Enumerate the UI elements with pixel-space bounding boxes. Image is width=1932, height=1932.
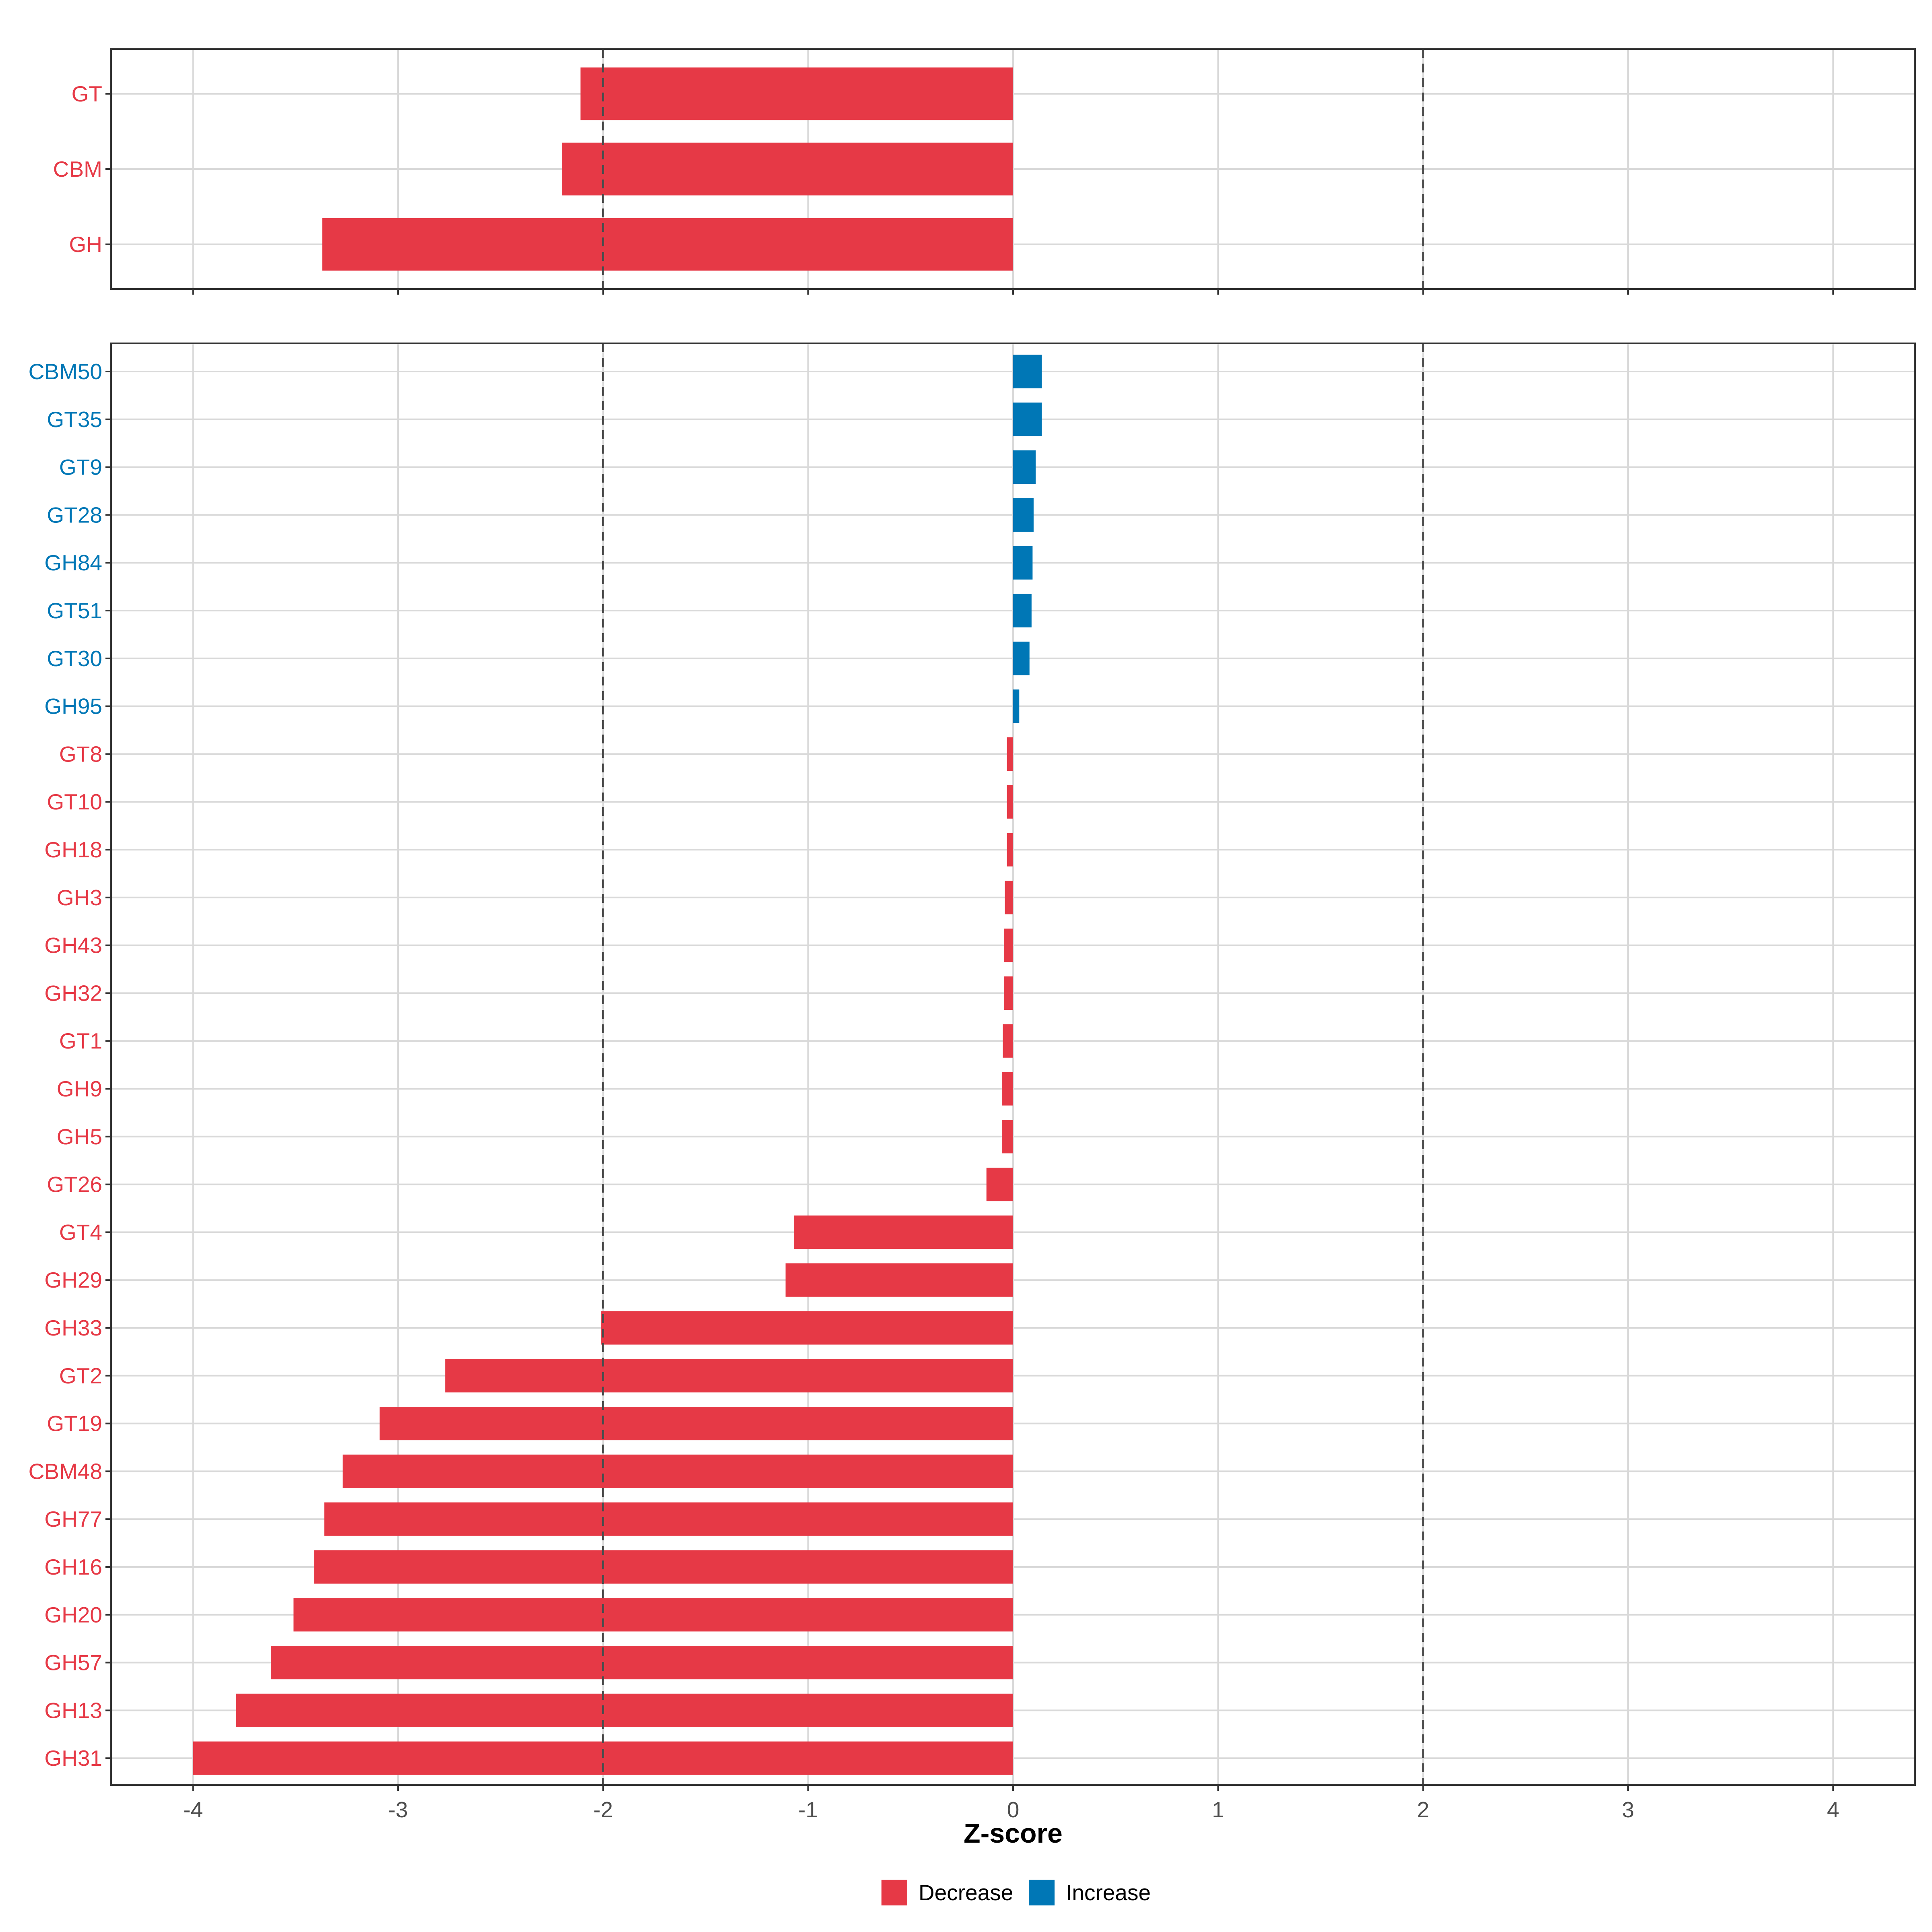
bar-gh29 xyxy=(785,1263,1013,1297)
bar-gt8 xyxy=(1007,737,1013,771)
x-tick-label: 0 xyxy=(1007,1797,1020,1822)
category-label-gt19: GT19 xyxy=(47,1411,102,1436)
legend-label-decrease: Decrease xyxy=(919,1880,1013,1905)
x-tick-label: -2 xyxy=(593,1797,613,1822)
category-label-gh33: GH33 xyxy=(44,1315,102,1340)
category-label-gt28: GT28 xyxy=(47,502,102,527)
category-label-gt26: GT26 xyxy=(47,1172,102,1197)
x-tick-label: 2 xyxy=(1417,1797,1429,1822)
category-label-gt10: GT10 xyxy=(47,789,102,814)
category-label-gh: GH xyxy=(69,232,103,257)
bar-gh57 xyxy=(271,1646,1013,1680)
category-label-gt2: GT2 xyxy=(59,1363,102,1388)
bar-cbm48 xyxy=(343,1454,1013,1488)
category-label-gh3: GH3 xyxy=(57,885,102,910)
bar-gh77 xyxy=(324,1502,1013,1536)
category-label-gh13: GH13 xyxy=(44,1698,102,1723)
bar-gh32 xyxy=(1004,976,1013,1010)
bar-gh3 xyxy=(1005,881,1013,914)
category-label-gt8: GT8 xyxy=(59,741,102,766)
category-label-gh31: GH31 xyxy=(44,1746,102,1771)
legend-label-increase: Increase xyxy=(1066,1880,1151,1905)
bar-gt9 xyxy=(1013,450,1036,484)
bar-gt28 xyxy=(1013,498,1034,532)
category-label-gh20: GH20 xyxy=(44,1602,102,1627)
bar-gh16 xyxy=(314,1550,1013,1584)
bar-gt26 xyxy=(986,1168,1013,1201)
bar-gt10 xyxy=(1007,785,1013,819)
category-label-gt51: GT51 xyxy=(47,598,102,623)
x-tick-label: 3 xyxy=(1622,1797,1635,1822)
bar-gh95 xyxy=(1013,689,1020,723)
bar-gt35 xyxy=(1013,402,1042,436)
bar-gh18 xyxy=(1007,833,1013,867)
bar-gh33 xyxy=(601,1311,1013,1345)
bar-gt xyxy=(580,67,1013,120)
bar-cbm50 xyxy=(1013,355,1042,388)
category-label-gh5: GH5 xyxy=(57,1124,102,1149)
bar-gh5 xyxy=(1001,1120,1013,1154)
category-label-gt9: GT9 xyxy=(59,455,102,480)
bar-gt4 xyxy=(794,1215,1013,1249)
category-label-gh95: GH95 xyxy=(44,694,102,719)
bar-gh9 xyxy=(1001,1072,1013,1106)
bar-gt30 xyxy=(1013,642,1030,675)
category-label-cbm: CBM xyxy=(53,157,102,182)
x-tick-label: 1 xyxy=(1212,1797,1224,1822)
bar-gh20 xyxy=(293,1598,1013,1632)
category-label-gt4: GT4 xyxy=(59,1220,102,1245)
category-label-gt: GT xyxy=(72,81,102,106)
category-label-gh84: GH84 xyxy=(44,550,102,575)
class-panel: GT CBM GH xyxy=(53,48,1916,295)
category-label-gh16: GH16 xyxy=(44,1554,102,1579)
bar-gt19 xyxy=(380,1407,1013,1441)
bar-gt2 xyxy=(445,1359,1013,1393)
category-label-gt35: GT35 xyxy=(47,407,102,432)
category-label-cbm48: CBM48 xyxy=(29,1459,102,1484)
category-label-gh9: GH9 xyxy=(57,1076,102,1101)
bar-gh84 xyxy=(1013,546,1033,580)
bar-cbm xyxy=(562,142,1013,196)
family-panel: CBM50 GT35 GT9 GT28 GH84 GT51 GT30 GH95 GT8 GT10 G… xyxy=(29,343,1916,1791)
x-tick-label: 4 xyxy=(1827,1797,1839,1822)
legend-key-increase xyxy=(1029,1880,1055,1905)
category-label-gh57: GH57 xyxy=(44,1650,102,1675)
x-tick-label: -1 xyxy=(798,1797,818,1822)
category-label-gh18: GH18 xyxy=(44,837,102,862)
legend: Decrease Increase xyxy=(881,1880,1151,1905)
category-label-gh77: GH77 xyxy=(44,1507,102,1532)
x-axis-title: Z-score xyxy=(964,1818,1063,1849)
category-label-gt30: GT30 xyxy=(47,646,102,671)
category-label-gh43: GH43 xyxy=(44,933,102,958)
category-label-gh29: GH29 xyxy=(44,1267,102,1292)
x-tick-label: -3 xyxy=(388,1797,408,1822)
legend-key-decrease xyxy=(881,1880,907,1905)
category-label-gt1: GT1 xyxy=(59,1028,102,1053)
bar-gh43 xyxy=(1004,929,1013,962)
bar-gt51 xyxy=(1013,594,1032,627)
category-label-cbm50: CBM50 xyxy=(29,359,102,384)
bar-gt1 xyxy=(1003,1024,1013,1058)
bar-gh13 xyxy=(236,1693,1013,1727)
bar-gh xyxy=(322,218,1013,271)
x-axis: -4 -3 -2 -1 0 1 2 3 4 xyxy=(183,1797,1839,1822)
category-label-gh32: GH32 xyxy=(44,980,102,1005)
x-tick-label: -4 xyxy=(183,1797,203,1822)
